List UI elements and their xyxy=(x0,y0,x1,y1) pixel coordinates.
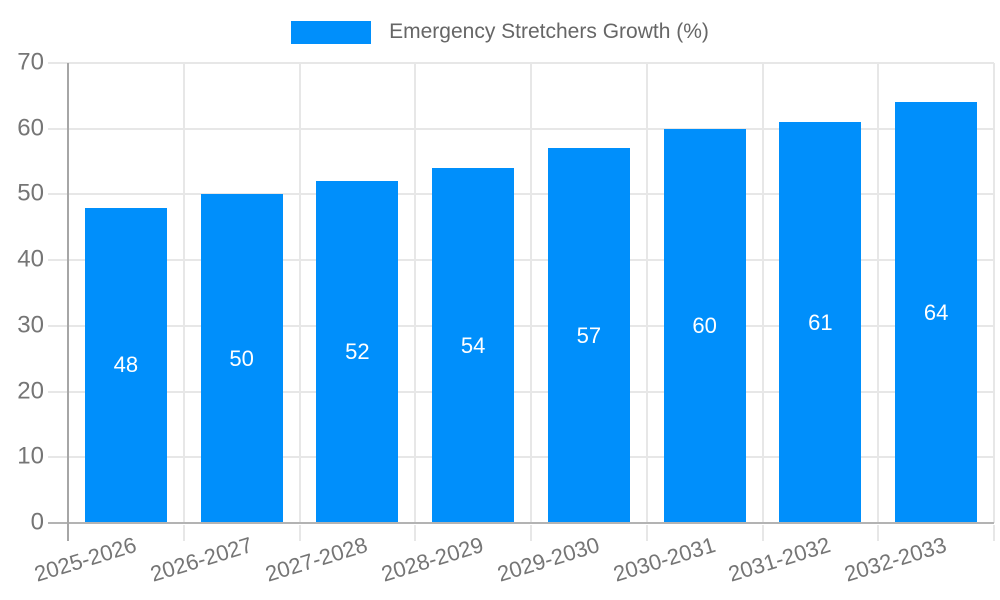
bar-value-label: 52 xyxy=(345,339,370,365)
bar[interactable]: 60 xyxy=(663,128,746,523)
vertical-gridline xyxy=(761,63,764,523)
y-axis-tick-label: 50 xyxy=(17,179,44,207)
x-axis-tick xyxy=(182,525,185,541)
y-axis-line xyxy=(67,63,69,541)
bar-value-label: 48 xyxy=(113,352,139,378)
y-axis-tick-label: 60 xyxy=(17,114,44,142)
x-axis-tick xyxy=(645,525,648,541)
y-axis-tick-label: 20 xyxy=(17,377,44,405)
bar-value-label: 50 xyxy=(229,345,254,371)
x-axis-tick xyxy=(993,525,995,541)
vertical-gridline xyxy=(645,63,648,523)
x-axis-tick xyxy=(761,525,764,541)
bar[interactable]: 57 xyxy=(547,148,630,523)
vertical-gridline xyxy=(182,63,185,523)
bar[interactable]: 54 xyxy=(432,168,515,523)
horizontal-gridline xyxy=(48,390,994,393)
vertical-gridline xyxy=(993,63,995,523)
bar[interactable]: 48 xyxy=(84,207,167,523)
vertical-gridline xyxy=(298,63,301,523)
legend-swatch xyxy=(291,20,372,44)
bar[interactable]: 61 xyxy=(779,122,862,523)
bar-value-label: 64 xyxy=(923,299,949,325)
y-axis-tick-label: 30 xyxy=(17,311,44,339)
bar[interactable]: 52 xyxy=(316,181,399,523)
bar[interactable]: 64 xyxy=(895,102,978,523)
horizontal-gridline xyxy=(48,62,994,64)
x-axis-tick xyxy=(414,525,417,541)
x-axis-tick xyxy=(877,525,880,541)
legend-label: Emergency Stretchers Growth (%) xyxy=(389,20,709,43)
y-axis-tick-label: 0 xyxy=(30,508,44,536)
bar-value-label: 54 xyxy=(460,332,486,358)
bar-value-label: 61 xyxy=(808,309,833,335)
vertical-gridline xyxy=(530,63,532,523)
y-axis-tick-label: 70 xyxy=(17,48,44,76)
horizontal-gridline xyxy=(48,259,994,262)
x-axis-tick xyxy=(298,525,301,541)
horizontal-gridline xyxy=(48,456,994,459)
horizontal-gridline xyxy=(48,193,994,196)
horizontal-gridline xyxy=(48,127,994,130)
y-axis-tick-label: 40 xyxy=(17,245,44,273)
chart-legend[interactable]: Emergency Stretchers Growth (%) xyxy=(0,20,1000,44)
bar[interactable]: 50 xyxy=(200,194,283,523)
bar-value-label: 57 xyxy=(576,322,602,348)
horizontal-gridline xyxy=(48,324,994,327)
bar-value-label: 60 xyxy=(692,312,717,338)
x-axis-tick xyxy=(530,525,532,541)
vertical-gridline xyxy=(414,63,417,523)
x-axis-baseline xyxy=(48,522,994,524)
vertical-gridline xyxy=(877,63,880,523)
y-axis-tick-label: 10 xyxy=(17,442,44,470)
